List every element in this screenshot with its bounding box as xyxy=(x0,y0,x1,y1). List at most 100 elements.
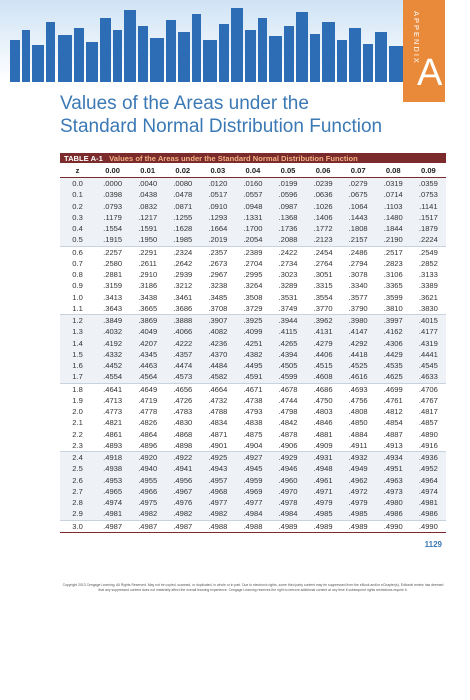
area-value: .3810 xyxy=(383,303,403,313)
z-value: 1.7 xyxy=(60,371,96,383)
table-row: 2.8.4974.4975.4976.4977.4977.4978.4979.4… xyxy=(60,497,446,509)
area-value: .2852 xyxy=(418,258,438,268)
table-row: 2.0 .4773 .4778 .4783 .4788 .4793 .4798 .4803 .4… xyxy=(60,406,446,417)
area-value: .4616 xyxy=(340,371,376,383)
area-value: .2257 xyxy=(95,245,131,258)
area-value: .4812 xyxy=(383,407,403,417)
area-value: .4968 xyxy=(200,485,236,497)
area-value: .4989 xyxy=(340,519,376,533)
area-value: .4082 xyxy=(200,326,236,338)
area-value: .4633 xyxy=(410,371,446,383)
z-value: 2.1 xyxy=(72,418,83,428)
area-value: .2734 xyxy=(278,258,298,268)
column-header: 0.02 xyxy=(165,163,201,178)
area-value: .3888 xyxy=(165,314,201,327)
area-value: .4887 xyxy=(383,429,403,439)
area-value: .4744 xyxy=(278,395,298,405)
area-value: .4971 xyxy=(305,485,341,497)
area-value: .4582 xyxy=(200,371,236,383)
area-value: .4573 xyxy=(165,371,201,383)
area-value: .4535 xyxy=(375,360,411,372)
area-value: .4706 xyxy=(410,382,446,395)
area-value: .2823 xyxy=(383,258,403,268)
area-value: .0557 xyxy=(235,189,271,201)
area-value: .2486 xyxy=(340,245,376,258)
area-value: .4984 xyxy=(235,508,271,520)
area-value: .4850 xyxy=(348,418,368,428)
area-value: .4817 xyxy=(418,407,438,417)
area-value: .4978 xyxy=(270,497,306,509)
area-value: .1915 xyxy=(95,234,131,246)
area-value: .4906 xyxy=(278,440,298,450)
area-value: .4738 xyxy=(243,395,263,405)
z-value: 2.9 xyxy=(60,508,96,520)
area-value: .4982 xyxy=(200,508,236,520)
area-value: .1808 xyxy=(340,223,376,235)
table-row: 0.1.0398.0438.0478.0517.0557.0596.0636.0… xyxy=(60,189,446,201)
area-value: .4875 xyxy=(243,429,263,439)
area-value: .0987 xyxy=(270,200,306,212)
area-value: .4871 xyxy=(208,429,228,439)
table-caption: Values of the Areas under the Standard N… xyxy=(109,153,358,163)
area-value: .4986 xyxy=(410,508,446,520)
table-row: 1.2.3849.3869.3888.3907.3925.3944.3962.3… xyxy=(60,314,446,327)
area-value: .4918 xyxy=(95,451,131,464)
column-header: 0.07 xyxy=(340,163,376,178)
area-value: .2123 xyxy=(305,234,341,246)
area-value: .2389 xyxy=(235,245,271,258)
column-header: 0.00 xyxy=(95,163,131,178)
area-value: .4678 xyxy=(270,382,306,395)
area-value: .2054 xyxy=(235,234,271,246)
area-value: .4066 xyxy=(165,326,201,338)
z-value: 3.0 xyxy=(60,519,96,533)
area-value: .4881 xyxy=(313,429,333,439)
table-row: 2.7.4965.4966.4967.4968.4969.4970.4971.4… xyxy=(60,485,446,497)
column-header: 0.03 xyxy=(200,163,236,178)
table-row: 0.9 .3159 .3186 .3212 .3238 .3264 .3289 .3315 .3… xyxy=(60,280,446,291)
area-value: .4834 xyxy=(208,418,228,428)
area-value: .4934 xyxy=(375,451,411,464)
z-value: 1.1 xyxy=(72,303,83,313)
header-row: z 0.00 0.01 0.02 0.03 0.04 0.05 0.06 0.07 0.08 0.0… xyxy=(60,163,446,178)
area-value: .3365 xyxy=(383,281,403,291)
area-value: .4382 xyxy=(235,348,271,360)
area-value: .4981 xyxy=(410,497,446,509)
area-value: .4788 xyxy=(208,407,228,417)
area-value: .0120 xyxy=(200,177,236,190)
area-value: .4545 xyxy=(410,360,446,372)
area-value: .4767 xyxy=(418,395,438,405)
area-value: .4979 xyxy=(305,497,341,509)
area-value: .4484 xyxy=(200,360,236,372)
area-value: .4370 xyxy=(200,348,236,360)
area-value: .4931 xyxy=(305,451,341,464)
z-value: 2.4 xyxy=(60,451,96,464)
area-value: .4429 xyxy=(375,348,411,360)
area-value: .4854 xyxy=(383,418,403,428)
area-value: .4236 xyxy=(200,337,236,349)
area-value: .1879 xyxy=(410,223,446,235)
area-value: .4962 xyxy=(340,474,376,486)
area-value: .3849 xyxy=(95,314,131,327)
area-value: .4878 xyxy=(278,429,298,439)
area-value: .4884 xyxy=(348,429,368,439)
area-value: .4251 xyxy=(235,337,271,349)
column-header: 0.08 xyxy=(375,163,411,178)
area-value: .4564 xyxy=(130,371,166,383)
page-title: Values of the Areas under the Standard N… xyxy=(60,92,382,138)
title-line: Standard Normal Distribution Function xyxy=(60,116,383,137)
table-row: 1.8.4641.4649.4656.4664.4671.4678.4686.4… xyxy=(60,382,446,395)
area-value: .3830 xyxy=(418,303,438,313)
area-value: .3289 xyxy=(278,281,298,291)
table-row: 0.6.2257.2291.2324.2357.2389.2422.2454.2… xyxy=(60,245,446,258)
area-value: .4964 xyxy=(410,474,446,486)
area-value: .4207 xyxy=(130,337,166,349)
appendix-tab: APPENDIX A xyxy=(403,0,445,102)
area-value: .2673 xyxy=(208,258,228,268)
area-value: .2580 xyxy=(103,258,123,268)
area-value: .4505 xyxy=(270,360,306,372)
area-value: .1628 xyxy=(165,223,201,235)
area-value: .4904 xyxy=(243,440,263,450)
area-value: .1141 xyxy=(410,200,446,212)
area-value: .0793 xyxy=(95,200,131,212)
area-value: .4920 xyxy=(130,451,166,464)
